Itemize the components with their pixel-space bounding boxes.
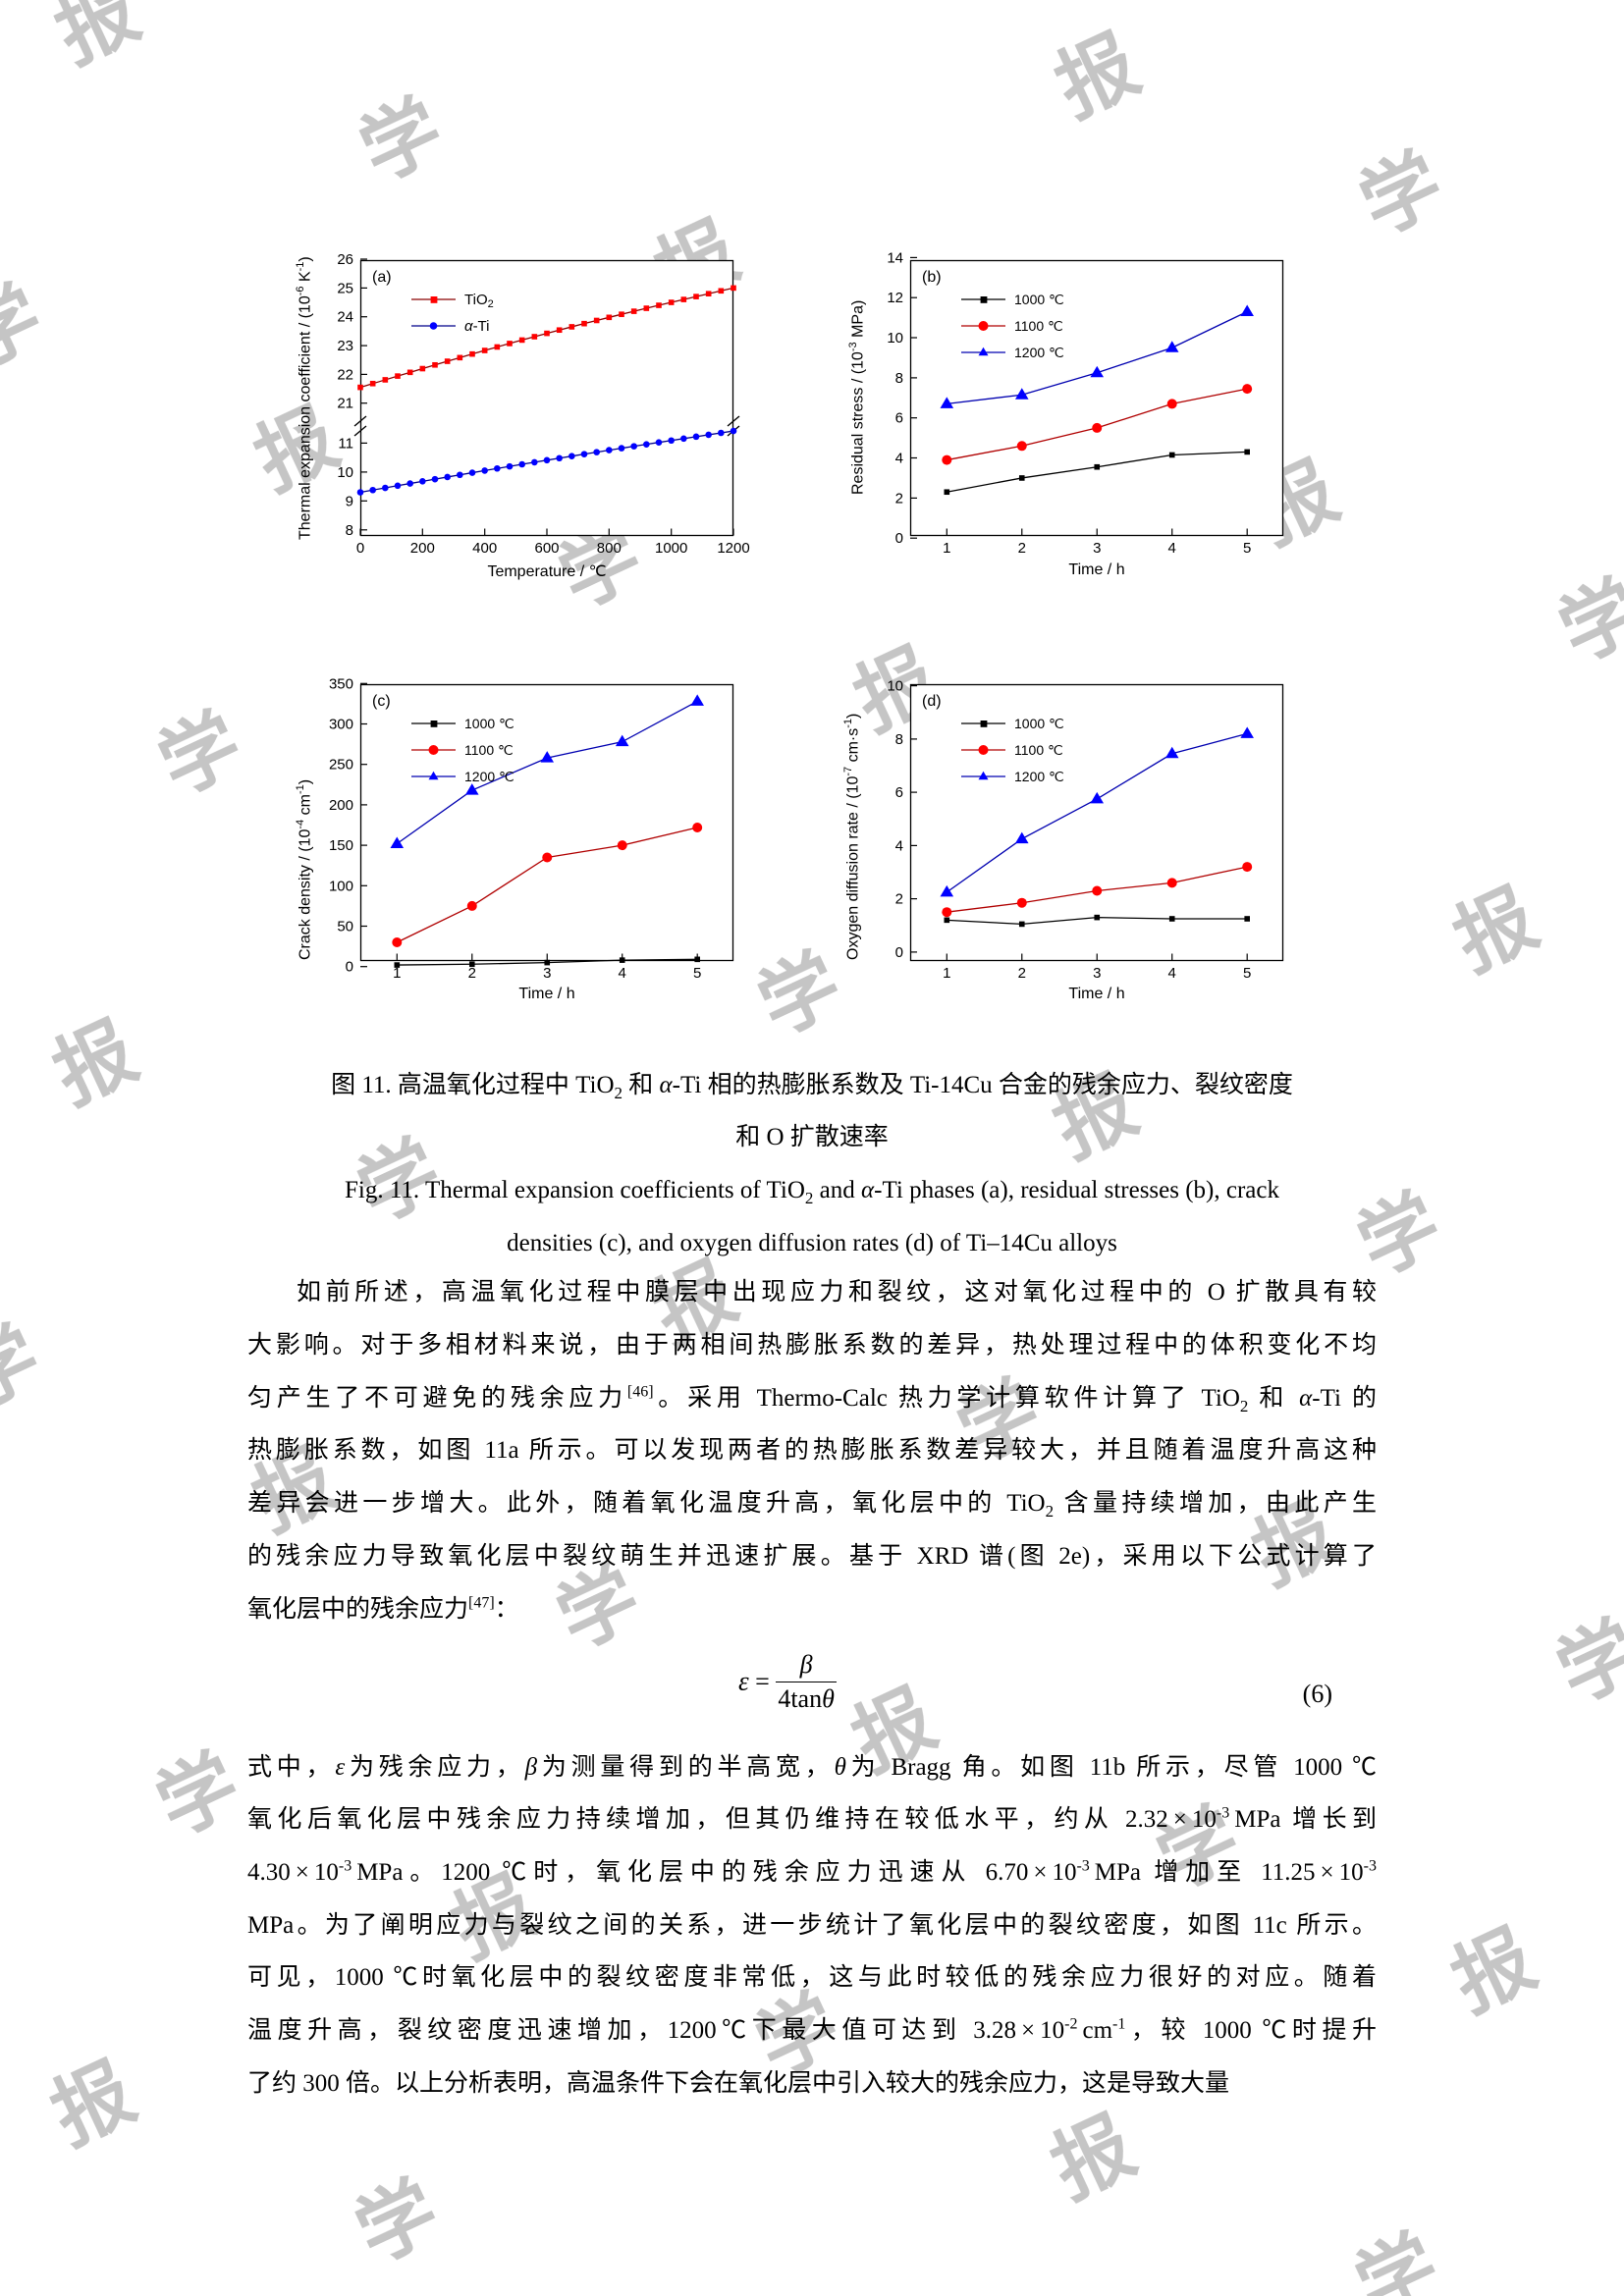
svg-text:6: 6	[895, 410, 903, 427]
svg-text:22: 22	[337, 366, 353, 383]
svg-text:2: 2	[895, 490, 903, 507]
svg-text:(c): (c)	[372, 693, 391, 710]
svg-text:8: 8	[895, 370, 903, 387]
svg-text:TiO2: TiO2	[464, 292, 494, 310]
svg-text:2: 2	[468, 965, 476, 982]
svg-text:21: 21	[337, 396, 353, 412]
svg-text:6: 6	[895, 784, 903, 801]
svg-text:1100 ℃: 1100 ℃	[464, 742, 514, 758]
svg-text:14: 14	[887, 249, 903, 266]
svg-text:350: 350	[329, 675, 353, 692]
svg-text:100: 100	[329, 878, 353, 894]
svg-text:4: 4	[895, 837, 903, 854]
svg-text:1100 ℃: 1100 ℃	[1014, 742, 1063, 758]
svg-text:4: 4	[895, 451, 903, 467]
svg-text:α-Ti: α-Ti	[464, 318, 490, 335]
svg-text:4: 4	[619, 965, 626, 982]
svg-text:11: 11	[338, 435, 353, 452]
svg-text:250: 250	[329, 757, 353, 774]
svg-text:0: 0	[895, 944, 903, 961]
svg-text:200: 200	[410, 540, 435, 557]
svg-text:26: 26	[337, 251, 353, 268]
svg-text:1: 1	[943, 965, 950, 982]
svg-text:300: 300	[329, 717, 353, 733]
svg-text:1000: 1000	[655, 540, 687, 557]
svg-text:10: 10	[887, 678, 903, 695]
svg-text:0: 0	[346, 959, 353, 976]
svg-text:1000 ℃: 1000 ℃	[464, 716, 514, 731]
svg-text:1000 ℃: 1000 ℃	[1014, 292, 1064, 307]
svg-text:600: 600	[534, 540, 559, 557]
svg-text:2: 2	[1018, 965, 1026, 982]
svg-text:1200 ℃: 1200 ℃	[464, 769, 514, 784]
svg-text:1100 ℃: 1100 ℃	[1014, 318, 1063, 334]
svg-text:3: 3	[1093, 965, 1101, 982]
svg-text:0: 0	[895, 530, 903, 547]
svg-text:400: 400	[472, 540, 497, 557]
svg-text:2: 2	[1018, 540, 1026, 557]
svg-text:25: 25	[337, 280, 353, 296]
svg-text:9: 9	[346, 493, 353, 509]
svg-text:1000 ℃: 1000 ℃	[1014, 716, 1064, 731]
svg-text:(a): (a)	[372, 269, 392, 286]
svg-text:4: 4	[1168, 965, 1176, 982]
svg-text:5: 5	[1243, 540, 1251, 557]
svg-text:8: 8	[895, 731, 903, 748]
svg-text:10: 10	[337, 464, 353, 481]
svg-text:24: 24	[337, 309, 353, 326]
svg-text:4: 4	[1168, 540, 1176, 557]
svg-text:50: 50	[337, 919, 353, 935]
svg-text:1: 1	[943, 540, 950, 557]
svg-text:(d): (d)	[922, 693, 942, 710]
svg-text:0: 0	[356, 540, 364, 557]
svg-text:3: 3	[1093, 540, 1101, 557]
svg-text:5: 5	[693, 965, 701, 982]
svg-text:1200: 1200	[717, 540, 749, 557]
svg-text:12: 12	[887, 290, 903, 306]
svg-text:1200 ℃: 1200 ℃	[1014, 345, 1064, 360]
svg-text:10: 10	[887, 330, 903, 347]
svg-text:150: 150	[329, 837, 353, 854]
svg-text:3: 3	[543, 965, 551, 982]
svg-text:23: 23	[337, 338, 353, 354]
svg-text:5: 5	[1243, 965, 1251, 982]
svg-text:8: 8	[346, 522, 353, 539]
svg-text:1200 ℃: 1200 ℃	[1014, 769, 1064, 784]
svg-text:200: 200	[329, 797, 353, 814]
svg-text:2: 2	[895, 891, 903, 908]
svg-text:(b): (b)	[922, 269, 942, 286]
svg-text:800: 800	[597, 540, 622, 557]
